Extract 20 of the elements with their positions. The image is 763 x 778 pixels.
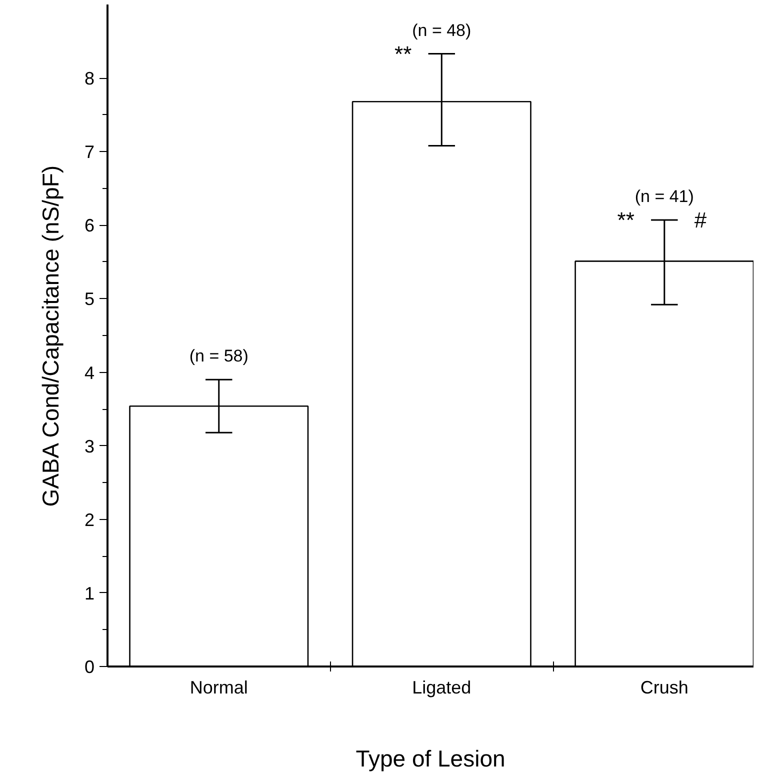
y-axis-title: GABA Cond/Capacitance (nS/pF): [37, 165, 64, 507]
x-tick-label: Crush: [640, 678, 688, 698]
y-tick-label: 3: [84, 436, 95, 456]
y-tick-label: 5: [84, 289, 95, 310]
annotation: #: [694, 208, 708, 233]
annotation: (n = 58): [189, 346, 248, 366]
annotation: (n = 41): [634, 187, 694, 206]
x-tick-label: Normal: [190, 678, 248, 698]
y-tick-label: 2: [84, 510, 95, 530]
annotation: (n = 48): [412, 20, 472, 40]
y-tick-label: 8: [84, 68, 95, 89]
y-tick-label: 7: [84, 142, 95, 162]
annotation: **: [617, 208, 635, 233]
y-tick-label: 6: [84, 216, 95, 236]
x-tick-label: Ligated: [412, 678, 472, 698]
x-axis-title: Type of Lesion: [356, 746, 506, 772]
y-tick-label: 0: [84, 657, 95, 677]
annotation: **: [394, 41, 412, 66]
y-tick-label: 1: [84, 583, 95, 604]
y-tick-label: 4: [84, 362, 95, 383]
